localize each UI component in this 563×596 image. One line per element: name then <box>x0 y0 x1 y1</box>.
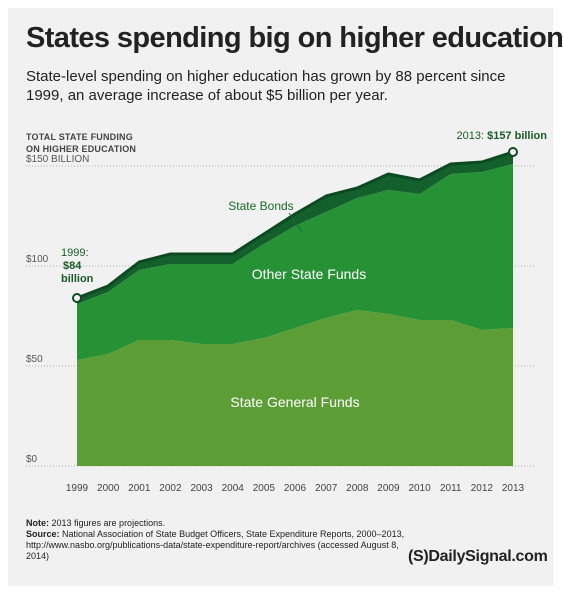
x-tick-label: 2002 <box>159 483 182 494</box>
x-tick-label: 2001 <box>128 483 151 494</box>
x-tick-label: 2000 <box>97 483 120 494</box>
y-axis-title: TOTAL STATE FUNDING ON HIGHER EDUCATION <box>26 131 186 155</box>
y-axis-title-line2: ON HIGHER EDUCATION <box>26 144 137 154</box>
end-annotation-value: $157 billion <box>487 130 547 142</box>
x-tick-label: 2010 <box>408 483 431 494</box>
label-other-state-funds: Other State Funds <box>252 266 366 282</box>
x-tick-label: 2012 <box>471 483 494 494</box>
y-axis-title-line1: TOTAL STATE FUNDING <box>26 132 133 142</box>
y-tick-label: $50 <box>26 354 43 365</box>
y-tick-label: $150 BILLION <box>26 154 89 165</box>
end-annotation-prefix: 2013: <box>456 130 487 142</box>
state-bonds-leader <box>288 212 303 233</box>
area-state-bonds <box>77 152 513 304</box>
start-annotation-year: 1999: <box>61 247 89 259</box>
total-outline <box>76 150 514 300</box>
y-tick-label: $100 <box>26 254 49 265</box>
chart-subtitle: State-level spending on higher education… <box>26 68 506 104</box>
note-text: 2013 figures are projections. <box>51 518 166 528</box>
x-tick-label: 2008 <box>346 483 369 494</box>
label-state-general-funds: State General Funds <box>230 394 359 410</box>
note-label: Note: <box>26 518 49 528</box>
brand-logo: (S)DailySignal.com <box>408 548 548 565</box>
x-tick-label: 2013 <box>502 483 525 494</box>
start-annotation-value: $84 <box>63 260 82 272</box>
area-other-state-funds <box>77 164 513 360</box>
start-annotation-unit: billion <box>61 273 94 285</box>
x-tick-label: 2011 <box>440 483 462 494</box>
source-text: National Association of State Budget Off… <box>26 529 405 561</box>
start-marker <box>72 293 82 303</box>
x-tick-label: 2009 <box>377 483 400 494</box>
footnotes: Note: 2013 figures are projections. Sour… <box>26 518 406 562</box>
source-label: Source: <box>26 529 60 539</box>
end-marker <box>508 147 518 157</box>
area-state-general-funds <box>77 310 513 466</box>
x-tick-label: 2006 <box>284 483 307 494</box>
x-tick-label: 2007 <box>315 483 338 494</box>
x-tick-label: 1999 <box>66 483 89 494</box>
chart-title: States spending big on higher education <box>26 22 563 54</box>
label-state-bonds: State Bonds <box>228 199 293 213</box>
x-tick-label: 2003 <box>190 483 213 494</box>
x-tick-label: 2004 <box>222 483 245 494</box>
x-tick-label: 2005 <box>253 483 276 494</box>
end-annotation: 2013: $157 billion <box>456 130 547 142</box>
y-tick-label: $0 <box>26 454 38 465</box>
